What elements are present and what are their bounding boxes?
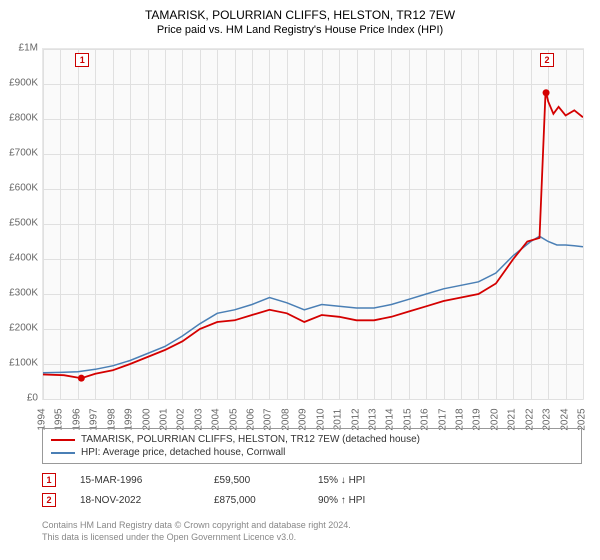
legend-item-price-paid: TAMARISK, POLURRIAN CLIFFS, HELSTON, TR1… [51,433,573,446]
transaction-marker-box: 2 [540,53,554,67]
transaction-row: 2 18-NOV-2022 £875,000 90% ↑ HPI [42,490,582,510]
y-axis-tick-label: £500K [4,218,38,229]
transaction-point [543,89,550,96]
footer-line: Contains HM Land Registry data © Crown c… [42,520,582,532]
y-axis-tick-label: £300K [4,288,38,299]
transaction-marker-box: 1 [75,53,89,67]
transactions-table: 1 15-MAR-1996 £59,500 15% ↓ HPI 2 18-NOV-2022… [42,470,582,510]
chart-plot-area: 12 [42,48,584,400]
transaction-date: 15-MAR-1996 [80,475,190,486]
y-axis-tick-label: £400K [4,253,38,264]
legend: TAMARISK, POLURRIAN CLIFFS, HELSTON, TR1… [42,428,582,464]
y-axis-tick-label: £900K [4,78,38,89]
transaction-date: 18-NOV-2022 [80,495,190,506]
legend-swatch [51,452,75,454]
legend-item-hpi: HPI: Average price, detached house, Corn… [51,446,573,459]
chart-svg [43,49,583,399]
transaction-pct-vs-hpi: 15% ↓ HPI [318,475,398,486]
transaction-row-marker: 1 [42,473,56,487]
y-axis-tick-label: £700K [4,148,38,159]
y-axis-tick-label: £1M [4,43,38,54]
gridline-vertical [583,49,584,399]
footer-line: This data is licensed under the Open Gov… [42,532,582,544]
series-line-hpi [43,236,583,372]
y-axis-tick-label: £200K [4,323,38,334]
transaction-row-marker: 2 [42,493,56,507]
y-axis-tick-label: £0 [4,393,38,404]
footer-attribution: Contains HM Land Registry data © Crown c… [42,520,582,543]
legend-label: HPI: Average price, detached house, Corn… [81,447,285,458]
y-axis-tick-label: £600K [4,183,38,194]
y-axis-tick-label: £100K [4,358,38,369]
y-axis-tick-label: £800K [4,113,38,124]
gridline-horizontal [43,399,583,400]
transaction-point [78,375,85,382]
legend-swatch [51,439,75,441]
legend-label: TAMARISK, POLURRIAN CLIFFS, HELSTON, TR1… [81,434,420,445]
transaction-price: £875,000 [214,495,294,506]
series-line-price_paid [43,93,583,378]
transaction-pct-vs-hpi: 90% ↑ HPI [318,495,398,506]
transaction-price: £59,500 [214,475,294,486]
chart-subtitle: Price paid vs. HM Land Registry's House … [0,22,600,42]
transaction-row: 1 15-MAR-1996 £59,500 15% ↓ HPI [42,470,582,490]
chart-title: TAMARISK, POLURRIAN CLIFFS, HELSTON, TR1… [0,0,600,22]
